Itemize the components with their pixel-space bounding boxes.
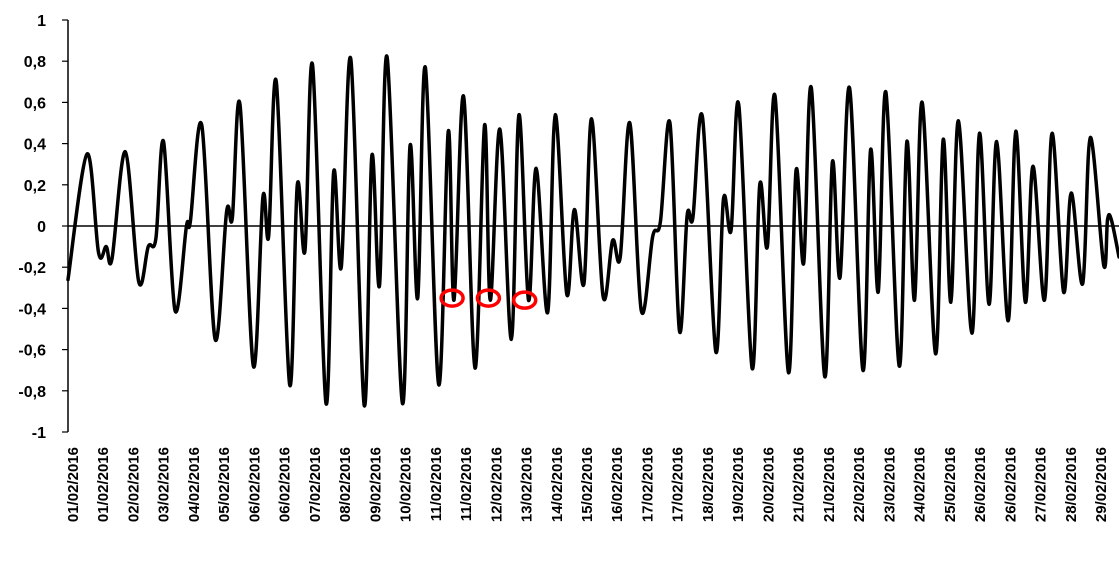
y-tick-label: -1 — [32, 425, 46, 442]
y-tick-label: 0,8 — [24, 54, 46, 71]
x-tick-label: 15/02/2016 — [579, 447, 596, 522]
x-tick-label: 23/02/2016 — [881, 447, 898, 522]
y-tick-label: 0,2 — [24, 178, 46, 195]
x-tick-label: 25/02/2016 — [942, 447, 959, 522]
x-tick-label: 02/02/2016 — [126, 447, 143, 522]
highlight-marker — [475, 288, 502, 308]
marker-layer — [439, 288, 538, 310]
x-tick-label: 21/02/2016 — [821, 447, 838, 522]
x-tick-label: 06/02/2016 — [277, 447, 294, 522]
x-tick-label: 13/02/2016 — [519, 447, 536, 522]
series-layer — [66, 54, 1119, 408]
x-tick-label: 18/02/2016 — [700, 447, 717, 522]
x-tick-label: 26/02/2016 — [1002, 447, 1019, 522]
x-tick-label: 05/02/2016 — [216, 447, 233, 522]
x-tick-label: 29/02/2016 — [1093, 447, 1110, 522]
y-tick-label: 0,6 — [24, 95, 46, 112]
x-tick-label: 11/02/2016 — [428, 447, 445, 521]
x-tick-label: 21/02/2016 — [791, 447, 808, 522]
y-tick-label: 1 — [37, 13, 46, 30]
x-tick-label: 01/02/2016 — [65, 447, 82, 522]
x-tick-label: 12/02/2016 — [488, 447, 505, 522]
x-tick-label: 08/02/2016 — [337, 447, 354, 522]
x-tick-label: 10/02/2016 — [398, 447, 415, 522]
x-axis: 01/02/2016 01/02/2016 02/02/2016 03/02/2016… — [65, 225, 1119, 522]
x-tick-label: 26/02/2016 — [972, 447, 989, 522]
series-line — [66, 54, 1119, 408]
x-tick-label: 27/02/2016 — [1033, 447, 1050, 522]
x-tick-label: 17/02/2016 — [670, 447, 687, 522]
highlight-marker — [511, 290, 538, 310]
x-tick-label: 22/02/2016 — [851, 447, 868, 522]
y-tick-label: -0,6 — [18, 343, 46, 360]
x-tick-label: 01/02/2016 — [95, 447, 112, 522]
x-tick-label: 19/02/2016 — [730, 447, 747, 522]
y-tick-label: 0 — [37, 219, 46, 236]
x-tick-label: 16/02/2016 — [609, 447, 626, 522]
x-tick-label: 07/02/2016 — [307, 447, 324, 522]
y-tick-label: -0,8 — [18, 384, 46, 401]
x-tick-label: 17/02/2016 — [640, 447, 657, 522]
y-tick-label: 0,4 — [24, 137, 46, 154]
x-tick-label: 03/02/2016 — [156, 447, 173, 522]
y-axis: -1 -0,8 -0,6 -0,4 -0,2 0 0,2 0,4 0,6 0,8 1 — [18, 13, 69, 442]
y-tick-label: -0,4 — [18, 301, 46, 318]
x-tick-label: 06/02/2016 — [246, 447, 263, 522]
highlight-marker — [439, 288, 465, 308]
x-tick-label: 09/02/2016 — [367, 447, 384, 522]
x-tick-label: 28/02/2016 — [1063, 447, 1080, 522]
y-tick-label: -0,2 — [18, 260, 46, 277]
x-tick-label: 11/02/2016 — [458, 447, 475, 521]
x-tick-label: 04/02/2016 — [186, 447, 203, 522]
x-tick-label: 24/02/2016 — [912, 447, 929, 522]
x-tick-label: 14/02/2016 — [549, 447, 566, 522]
x-tick-label: 20/02/2016 — [760, 447, 777, 522]
